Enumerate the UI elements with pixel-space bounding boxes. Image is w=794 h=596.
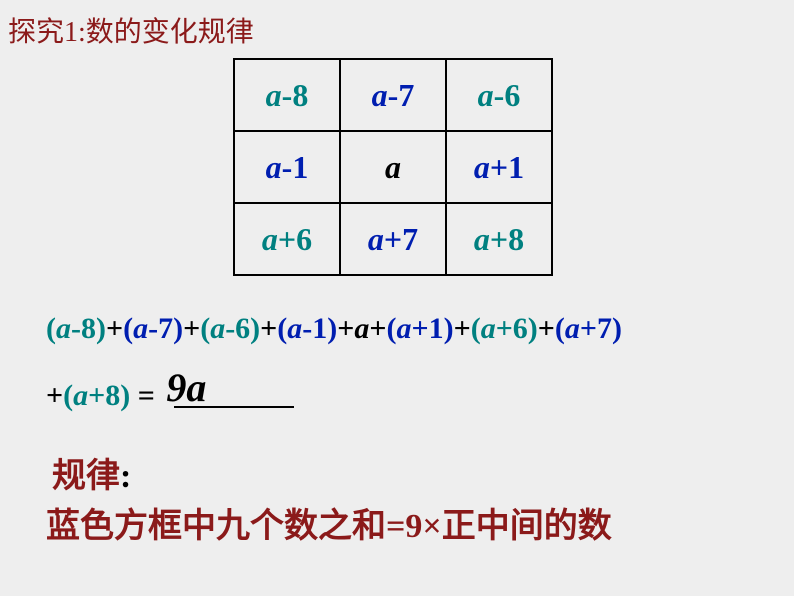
grid-cell: a-1 (234, 131, 340, 203)
grid-cell: a+6 (234, 203, 340, 275)
page-title: 探究1:数的变化规律 (8, 10, 254, 50)
rule-label-text: 规律 (52, 458, 120, 495)
grid-cell: a+8 (446, 203, 552, 275)
number-grid: a-8 a-7 a-6 a-1 a a+1 a+6 a+7 a+8 (233, 58, 553, 276)
rule-label: 规律: (52, 448, 131, 497)
result-underline (174, 406, 294, 408)
title-text: 探究1:数的变化规律 (8, 17, 254, 48)
grid-cell: a-8 (234, 59, 340, 131)
equation-line-1: (a-8)+(a-7)+(a-6)+(a-1)+a+(a+1)+(a+6)+(a… (46, 312, 622, 346)
grid-cell: a-7 (340, 59, 446, 131)
rule-colon: : (120, 458, 131, 495)
equation-result: 9a (166, 365, 206, 410)
grid-row: a-8 a-7 a-6 (234, 59, 552, 131)
grid-cell: a+7 (340, 203, 446, 275)
grid-row: a-1 a a+1 (234, 131, 552, 203)
grid-cell: a+1 (446, 131, 552, 203)
rule-text: 蓝色方框中九个数之和=9×正中间的数 (46, 498, 612, 547)
grid-cell-center: a (340, 131, 446, 203)
grid-row: a+6 a+7 a+8 (234, 203, 552, 275)
grid-cell: a-6 (446, 59, 552, 131)
equation-line-2-prefix: +(a+8) = (46, 379, 162, 412)
